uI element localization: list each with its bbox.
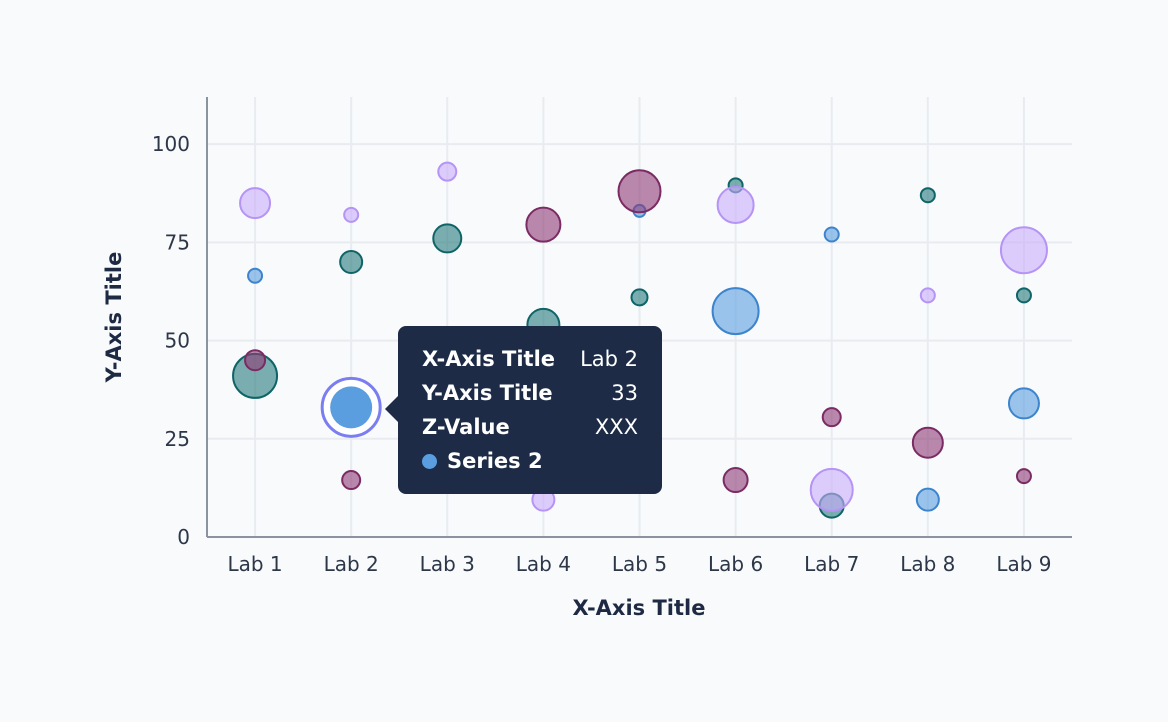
y-axis-title: Y-Axis Title <box>102 252 126 384</box>
bubble-point <box>911 426 944 459</box>
bubble-point <box>711 287 760 336</box>
x-tick-label: Lab 5 <box>612 552 667 576</box>
bubble-point <box>821 407 842 428</box>
bubble-point <box>239 187 272 220</box>
bubble-point <box>1015 287 1032 304</box>
axes <box>206 97 1072 538</box>
x-tick-label: Lab 3 <box>420 552 475 576</box>
bubble-point <box>247 267 264 284</box>
bubble-point <box>437 161 458 182</box>
bubble-point <box>919 187 936 204</box>
bubble-point <box>244 349 267 372</box>
bubble-point <box>343 206 360 223</box>
bubble-point <box>1007 387 1040 420</box>
tooltip-value: Lab 2 <box>580 347 638 371</box>
x-axis-title: X-Axis Title <box>572 596 705 620</box>
bubble-point <box>809 467 854 512</box>
x-tick-label: Lab 6 <box>708 552 763 576</box>
tooltip-row-y: Y-Axis Title 33 <box>422 376 638 410</box>
bubble-point <box>1015 468 1032 485</box>
tooltip-arrow <box>385 396 398 422</box>
tooltip-value: 33 <box>611 381 638 405</box>
x-tick-label: Lab 9 <box>996 552 1051 576</box>
y-tick-label: 100 <box>152 132 190 156</box>
y-tick-label: 75 <box>165 230 190 254</box>
bubbles <box>232 161 1048 519</box>
bubble-point <box>915 487 940 512</box>
bubble-point <box>716 186 755 225</box>
bubble-point <box>823 226 840 243</box>
series-dot-icon <box>422 453 437 469</box>
tooltip-series-label: Series 2 <box>447 449 543 473</box>
tooltip-key: X-Axis Title <box>422 347 556 371</box>
bubble-point <box>341 470 362 491</box>
bubble-point <box>630 288 649 307</box>
bubble-point <box>525 206 562 243</box>
tooltip-key: Z-Value <box>422 415 510 439</box>
x-tick-label: Lab 4 <box>516 552 571 576</box>
x-tick-label: Lab 7 <box>804 552 859 576</box>
tooltip-row-z: Z-Value XXX <box>422 410 638 444</box>
y-tick-label: 25 <box>165 427 190 451</box>
x-tick-label: Lab 1 <box>227 552 282 576</box>
bubble-point <box>617 169 662 214</box>
bubble-point <box>919 287 936 304</box>
y-tick-label: 0 <box>177 525 190 549</box>
tick-labels: 0 25 50 75 100 Lab 1 Lab 2 Lab 3 Lab 4 Lab 5 Lab 6… <box>152 132 1052 576</box>
bubble-point <box>722 467 749 494</box>
tooltip: X-Axis Title Lab 2 Y-Axis Title 33 Z-Val… <box>385 326 662 494</box>
tooltip-key: Y-Axis Title <box>422 381 553 405</box>
x-tick-label: Lab 8 <box>900 552 955 576</box>
bubble-point <box>432 223 463 254</box>
bubble-point-highlighted <box>330 386 373 429</box>
bubble-point <box>999 226 1048 275</box>
bubble-point <box>339 250 364 274</box>
tooltip-row-x: X-Axis Title Lab 2 <box>422 342 638 376</box>
y-tick-label: 50 <box>165 329 190 353</box>
tooltip-series: Series 2 <box>422 444 638 478</box>
x-tick-label: Lab 2 <box>324 552 379 576</box>
tooltip-value: XXX <box>594 415 638 439</box>
